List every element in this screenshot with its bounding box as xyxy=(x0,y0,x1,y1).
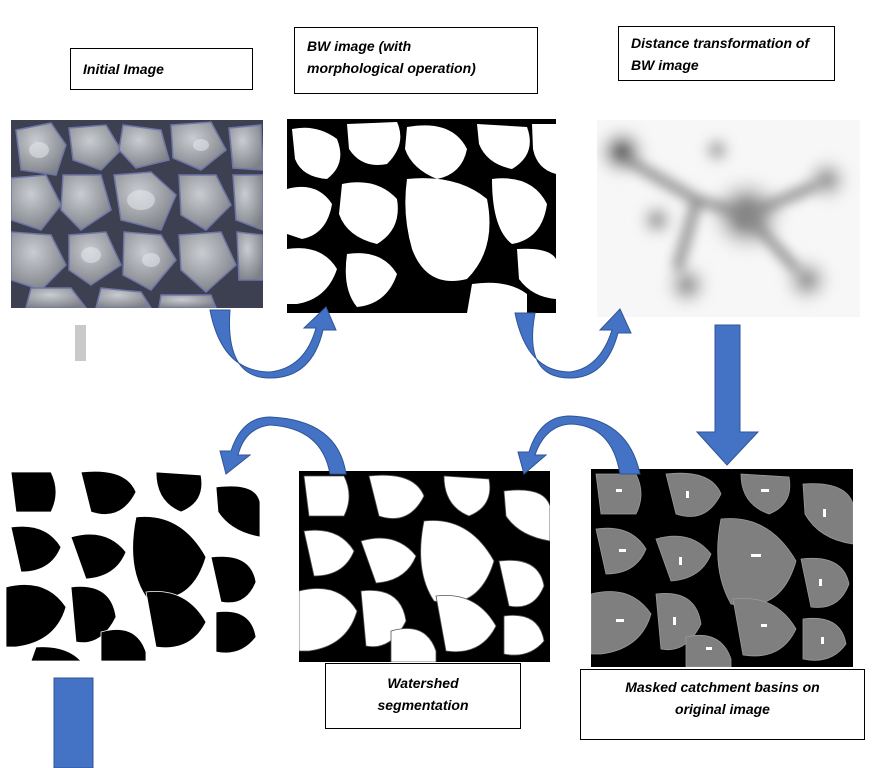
initial-grain-photo xyxy=(11,120,263,308)
label-masked-line2: original image xyxy=(675,701,770,718)
down-arrow-icon xyxy=(695,324,760,466)
curved-arrow-4-icon xyxy=(219,416,347,475)
label-bw-line1: BW image (with xyxy=(307,38,412,54)
distance-transform-image xyxy=(597,120,860,317)
panel-masked-basins xyxy=(591,469,853,667)
label-initial-image: Initial Image xyxy=(70,48,253,90)
panel-watershed xyxy=(299,471,550,662)
masked-basins-image xyxy=(591,469,853,667)
curved-arrow-2-icon xyxy=(514,308,632,379)
label-bw-line2: morphological operation) xyxy=(307,60,476,77)
panel-final-result xyxy=(6,467,260,661)
gray-marker xyxy=(75,325,86,361)
panel-initial-image xyxy=(11,120,263,308)
curved-arrow-3-icon xyxy=(517,415,641,475)
label-bw-image: BW image (with morphological operation) xyxy=(294,27,538,94)
label-distance-transform: Distance transformation of BW image xyxy=(618,26,835,81)
final-segmented-image xyxy=(6,467,260,661)
label-initial-text: Initial Image xyxy=(83,61,164,77)
label-masked-basins: Masked catchment basins on original imag… xyxy=(580,669,865,740)
label-watershed: Watershed segmentation xyxy=(325,663,521,729)
panel-bw-image xyxy=(287,119,556,313)
label-watershed-line1: Watershed xyxy=(387,675,459,691)
label-dist-line2: BW image xyxy=(631,57,699,74)
label-masked-line1: Masked catchment basins on xyxy=(625,679,820,695)
curved-arrow-1-icon xyxy=(209,306,337,379)
bw-morphology-image xyxy=(287,119,556,313)
panel-distance-transform xyxy=(597,120,860,317)
label-dist-line1: Distance transformation of xyxy=(631,35,810,51)
bottom-arrow-shaft-icon xyxy=(53,677,94,768)
label-watershed-line2: segmentation xyxy=(377,697,469,714)
watershed-segmentation-image xyxy=(299,471,550,662)
